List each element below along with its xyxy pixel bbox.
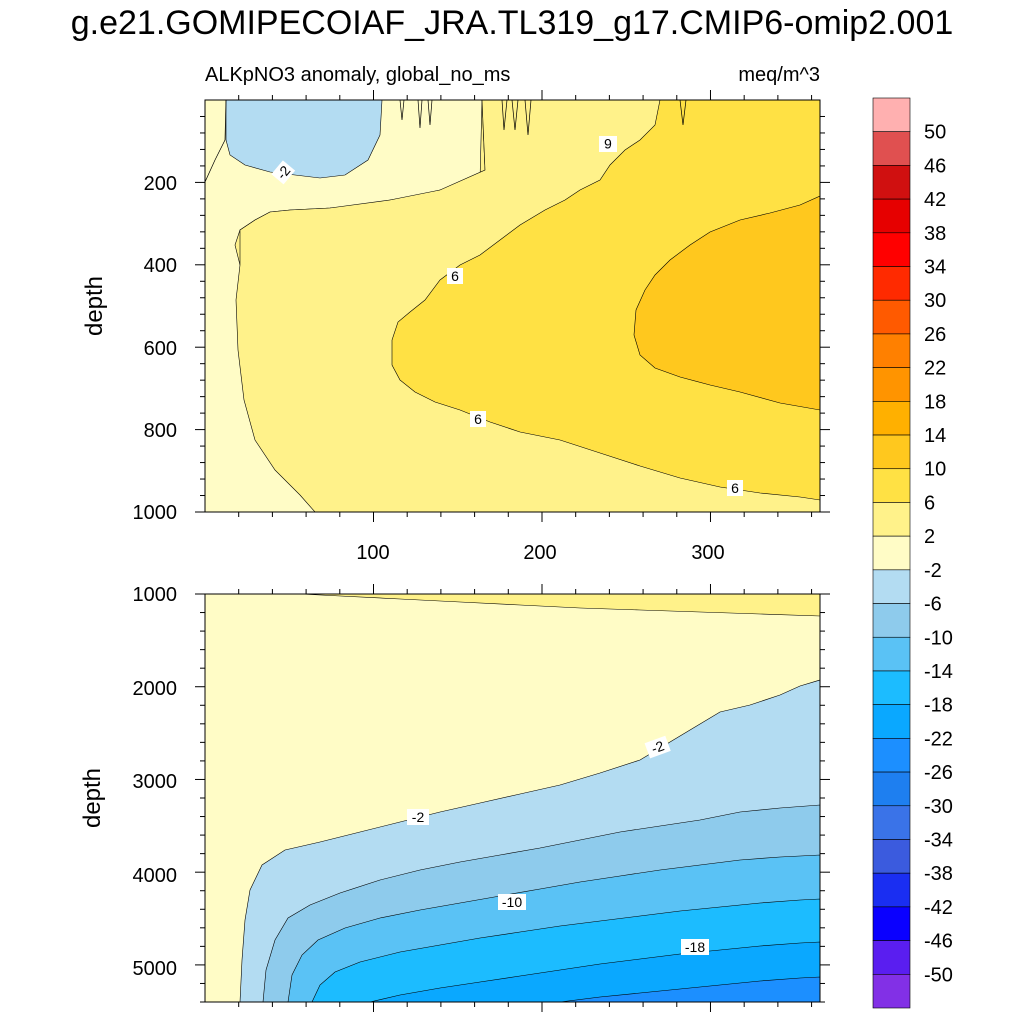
x-tick-label: 300: [691, 542, 724, 564]
contour-label: 6: [474, 411, 482, 427]
y-tick-label: 1000: [133, 502, 178, 524]
fill-band-neg22-bottom: [559, 976, 820, 1002]
colorbar-label: 6: [924, 492, 935, 514]
colorbar: 50 46 42 38 34 30 26 22 18 14 10 6 2 -2 -6 -10 -14 -18 -22…: [872, 97, 953, 1009]
colorbar-box: [872, 165, 911, 200]
colorbar-label: 2: [924, 526, 935, 548]
y-tick-label: 400: [144, 255, 177, 277]
colorbar-label: -38: [924, 863, 953, 885]
colorbar-box: [872, 569, 911, 604]
y-tick-label: 2000: [133, 678, 178, 700]
colorbar-box: [872, 468, 911, 503]
fill-band-10: [391, 100, 820, 501]
contour-label: 6: [604, 136, 612, 152]
x-tick-label: 200: [523, 542, 556, 564]
top-right-title: meq/m^3: [738, 64, 820, 86]
colorbar-box: [872, 367, 911, 402]
y-tick-label: 5000: [133, 958, 178, 980]
colorbar-box: [872, 839, 911, 874]
colorbar-label: -42: [924, 897, 953, 919]
colorbar-label: -6: [924, 594, 942, 616]
colorbar-label: -14: [924, 661, 953, 683]
colorbar-box: [872, 940, 911, 975]
top-plot-frame: [204, 99, 821, 513]
top-y-tick-labels: 200 400 600 800 1000: [133, 173, 178, 524]
fill-band-6-bottom: [299, 594, 820, 617]
contour-label: 6: [451, 268, 459, 284]
bottom-panel: -2 -2 -10 -18 1000 2000 3000 4000 5000 d…: [79, 584, 830, 1012]
colorbar-box: [872, 603, 911, 638]
colorbar-label: -18: [924, 695, 953, 717]
colorbar-box: [872, 535, 911, 571]
y-tick-label: 800: [144, 420, 177, 442]
colorbar-label: 14: [924, 425, 946, 447]
bottom-y-tick-labels: 1000 2000 3000 4000 5000: [133, 584, 178, 980]
contour-label: -18: [685, 939, 705, 955]
colorbar-label: 34: [924, 257, 946, 279]
colorbar-box: [872, 670, 911, 705]
colorbar-label: 30: [924, 290, 946, 312]
colorbar-label: -2: [924, 560, 942, 582]
top-x-tick-labels: 100 200 300: [356, 542, 724, 564]
colorbar-box: [872, 299, 911, 335]
colorbar-box: [872, 266, 911, 301]
bottom-y-axis-label: depth: [79, 768, 106, 828]
figure-title: g.e21.GOMIPECOIAF_JRA.TL319_g17.CMIP6-om…: [70, 4, 954, 42]
colorbar-label: 18: [924, 391, 946, 413]
colorbar-label: 46: [924, 155, 946, 177]
contour-label: -2: [412, 809, 425, 825]
colorbar-label: 50: [924, 122, 946, 144]
colorbar-box: [872, 131, 911, 166]
colorbar-label: 42: [924, 189, 946, 211]
bottom-axis-ticks: [195, 584, 830, 1012]
top-y-axis-label: depth: [81, 276, 108, 336]
colorbar-box: [872, 97, 911, 133]
colorbar-box: [872, 198, 911, 234]
fill-band-neg2: [225, 100, 383, 179]
colorbar-box: [872, 232, 911, 267]
colorbar-label: -50: [924, 964, 953, 986]
colorbar-label: -46: [924, 931, 953, 953]
top-panel: ALKpNO3 anomaly, global_no_ms meq/m^3 -2…: [81, 64, 830, 564]
colorbar-box: [872, 704, 911, 739]
x-tick-label: 100: [356, 542, 389, 564]
colorbar-box: [872, 333, 911, 368]
colorbar-label: -34: [924, 829, 953, 851]
y-tick-label: 600: [144, 338, 177, 360]
colorbar-box: [872, 805, 911, 840]
colorbar-box: [872, 906, 911, 941]
colorbar-box: [872, 872, 911, 908]
top-left-title: ALKpNO3 anomaly, global_no_ms: [205, 64, 510, 86]
colorbar-box: [872, 502, 911, 537]
bottom-contour-labels: -2 -2 -10 -18: [407, 735, 709, 955]
colorbar-box: [872, 434, 911, 470]
colorbar-label: -26: [924, 762, 953, 784]
colorbar-box: [872, 401, 911, 436]
y-tick-label: 1000: [133, 584, 178, 606]
colorbar-label: -10: [924, 627, 953, 649]
colorbar-box: [872, 738, 911, 773]
top-contour-lines: [205, 100, 687, 183]
contour-label: -10: [502, 894, 522, 910]
fill-band-14: [633, 195, 820, 411]
y-tick-label: 3000: [133, 771, 178, 793]
contour-label: 6: [731, 480, 739, 496]
y-tick-label: 4000: [133, 865, 178, 887]
colorbar-box: [872, 771, 911, 807]
colorbar-label: 10: [924, 459, 946, 481]
colorbar-label: 38: [924, 223, 946, 245]
top-axis-ticks: [195, 90, 830, 522]
colorbar-label: -22: [924, 728, 953, 750]
colorbar-box: [872, 973, 911, 1009]
colorbar-box: [872, 636, 911, 672]
colorbar-label: 26: [924, 324, 946, 346]
colorbar-label: 22: [924, 358, 946, 380]
colorbar-label: -30: [924, 796, 953, 818]
contour-label: -2: [649, 737, 666, 756]
y-tick-label: 200: [144, 173, 177, 195]
top-contour-labels: -2 6 6 6 6: [271, 136, 743, 496]
